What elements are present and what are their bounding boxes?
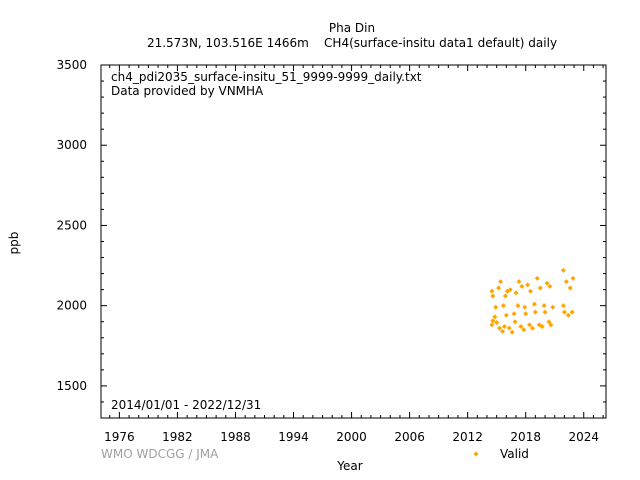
data-point [493,304,499,310]
chart-subtitle: 21.573N, 103.516E 1466m CH4(surface-insi… [147,36,557,50]
data-point [496,285,502,291]
data-point [527,322,533,328]
data-point [490,318,496,324]
x-tick-label: 1982 [162,430,193,444]
data-point [534,275,540,281]
data-point [570,275,576,281]
data-point [537,285,543,291]
x-axis-label: Year [336,459,362,473]
y-tick-label: 2000 [56,299,87,313]
data-point [507,287,513,293]
data-point [544,280,550,286]
y-tick-label: 1500 [56,379,87,393]
x-tick-label: 2012 [452,430,483,444]
x-tick-label: 2006 [394,430,425,444]
data-point [525,282,531,288]
data-point [529,325,535,331]
y-tick-label: 3000 [56,138,87,152]
data-point [550,304,556,310]
data-point [490,293,496,299]
data-point [516,279,522,285]
data-point [501,324,507,330]
data-point [521,327,527,333]
file-label: ch4_pdi2035_surface-insitu_51_9999-9999_… [111,70,422,84]
x-tick-label: 2024 [568,430,599,444]
y-axis-label: ppb [7,232,21,255]
period-label: 2014/01/01 - 2022/12/31 [111,398,261,412]
data-point [519,283,525,289]
data-point [503,312,509,318]
data-point [492,314,498,320]
data-points [489,267,576,335]
data-point [560,267,566,273]
x-tick-label: 2000 [336,430,367,444]
data-point [531,301,537,307]
y-axis: 1500 2000 2500 3000 3500 [56,58,606,419]
chart-title: Pha Din [329,21,375,35]
data-point [500,303,506,309]
data-point [515,303,521,309]
data-point [513,290,519,296]
data-point [518,324,524,330]
data-point [489,288,495,294]
data-point [539,324,545,330]
data-point [497,325,503,331]
x-axis: 1976 1982 1988 1994 2000 2006 2012 2018 2024 [104,65,604,444]
data-point [489,322,495,328]
data-point [541,303,547,309]
legend-label-valid: Valid [500,447,529,461]
x-tick-label: 1976 [104,430,135,444]
data-point [546,319,552,325]
data-point [506,325,512,331]
plot-area [100,64,607,419]
data-point [560,303,566,309]
data-point [523,311,529,317]
y-tick-label: 2500 [56,218,87,232]
x-tick-label: 1988 [220,430,251,444]
data-point [547,283,553,289]
data-point [511,311,517,317]
legend: Valid [473,447,529,461]
data-point [512,319,518,325]
data-point [498,279,504,285]
data-point [569,309,575,315]
data-point [561,309,567,315]
x-tick-label: 2018 [510,430,541,444]
legend-marker-valid [473,451,479,457]
provider-label: Data provided by VNMHA [111,84,264,98]
data-point [499,328,505,334]
data-point [548,322,554,328]
x-tick-label: 1994 [278,430,309,444]
data-point [563,279,569,285]
data-point [542,309,548,315]
credit-label: WMO WDCGG / JMA [101,447,219,461]
data-point [528,288,534,294]
data-point [494,320,500,326]
data-point [532,309,538,315]
y-tick-label: 3500 [56,58,87,72]
data-point [567,285,573,291]
data-point [509,329,515,335]
data-point [565,312,571,318]
data-point [502,293,508,299]
data-point [522,304,528,310]
